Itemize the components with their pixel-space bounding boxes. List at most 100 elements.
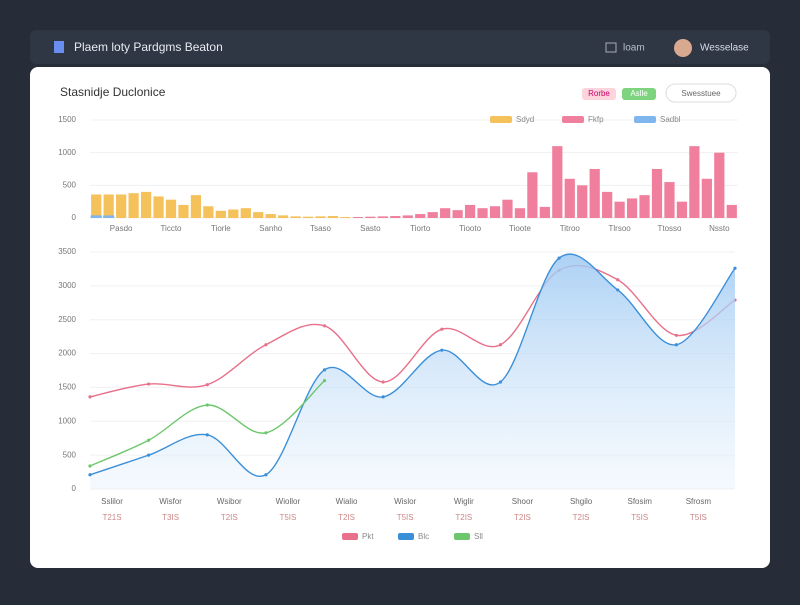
bar <box>365 216 376 218</box>
point <box>440 327 444 331</box>
point <box>440 348 444 352</box>
bar <box>552 146 563 218</box>
button-label: Swesstuee <box>681 89 721 98</box>
bar <box>165 199 177 218</box>
x-sub-label: T3IS <box>162 513 179 522</box>
legend-label: Pkt <box>362 532 374 541</box>
logo <box>54 41 64 53</box>
bar <box>427 212 438 218</box>
y-tick-label: 3500 <box>58 247 76 256</box>
y-tick-label: 1000 <box>58 148 76 157</box>
button[interactable] <box>665 83 737 103</box>
legend-swatch <box>342 533 358 540</box>
x-tick-label: Tiooto <box>459 224 481 233</box>
filter-pill[interactable] <box>582 88 616 100</box>
bar <box>302 216 314 218</box>
point <box>264 473 268 477</box>
point <box>498 343 503 347</box>
bar <box>539 206 550 218</box>
bar <box>103 215 115 218</box>
bar <box>90 215 102 218</box>
x-tick-label: Ticcto <box>160 224 182 233</box>
x-sub-label: T5IS <box>279 513 296 522</box>
bar <box>265 214 276 218</box>
x-tick-label: Wiollor <box>276 497 301 506</box>
point <box>147 438 151 442</box>
bar <box>651 169 663 218</box>
legend-label: Sll <box>474 532 483 541</box>
nav-item[interactable]: loam <box>623 43 645 54</box>
card-title: Stasnidje Duclonice <box>60 85 166 99</box>
legend-label: Sadbl <box>660 115 681 124</box>
bar <box>676 201 688 218</box>
x-tick-label: Sasto <box>360 224 381 233</box>
bar <box>215 210 226 218</box>
y-tick-label: 0 <box>72 484 77 493</box>
x-sub-label: T2IS <box>221 513 238 522</box>
x-sub-label: T2IS <box>573 513 590 522</box>
bar <box>228 209 239 218</box>
x-sub-label: T2IS <box>338 513 355 522</box>
y-tick-label: 500 <box>63 180 77 189</box>
header-bar <box>30 30 770 64</box>
point <box>88 395 92 399</box>
bar <box>190 195 202 218</box>
bar <box>577 185 588 218</box>
x-tick-label: Wsibor <box>217 497 242 506</box>
bar <box>278 215 289 218</box>
x-tick-label: Sfosim <box>628 497 653 506</box>
user-name[interactable]: Wesselase <box>700 43 749 54</box>
point <box>264 343 268 347</box>
x-tick-label: Sanho <box>259 224 283 233</box>
bar <box>116 194 127 218</box>
bar <box>128 193 139 218</box>
bar <box>489 206 501 218</box>
x-tick-label: Sfrosm <box>686 497 712 506</box>
x-tick-label: Shgilo <box>570 497 593 506</box>
bar <box>701 178 712 218</box>
point <box>674 343 678 347</box>
x-sub-label: T5IS <box>690 513 707 522</box>
y-tick-label: 500 <box>63 450 77 459</box>
point <box>264 431 268 435</box>
bar <box>415 214 426 218</box>
bar <box>726 204 737 218</box>
bar <box>91 194 102 218</box>
bar <box>103 194 114 218</box>
bar <box>514 208 526 218</box>
card <box>30 67 770 568</box>
point <box>616 288 620 292</box>
legend-swatch <box>398 533 414 540</box>
legend-swatch <box>634 116 656 123</box>
bar <box>390 216 401 218</box>
x-sub-label: T21S <box>102 513 121 522</box>
point <box>205 433 209 437</box>
bar <box>253 212 264 218</box>
filter-pill[interactable] <box>622 88 656 100</box>
x-tick-label: Titroo <box>560 224 581 233</box>
bar <box>327 216 339 218</box>
x-sub-label: T2IS <box>514 513 531 522</box>
bar <box>153 196 164 218</box>
point <box>147 453 151 457</box>
point <box>88 473 92 477</box>
bar <box>352 217 364 218</box>
avatar[interactable] <box>674 39 692 57</box>
bar <box>440 208 451 218</box>
bar <box>377 216 388 218</box>
filter-label: Aslle <box>630 89 648 98</box>
nav-icon <box>605 42 617 53</box>
legend-swatch <box>562 116 584 123</box>
bar <box>340 217 351 218</box>
y-tick-label: 2000 <box>58 349 76 358</box>
bar <box>464 204 476 218</box>
x-tick-label: Pasdo <box>110 224 133 233</box>
bar <box>240 208 251 218</box>
x-tick-label: Tiorto <box>410 224 431 233</box>
x-tick-label: Tlrsoo <box>608 224 631 233</box>
x-tick-label: Shoor <box>512 497 534 506</box>
y-tick-label: 1000 <box>58 416 76 425</box>
x-tick-label: Tioote <box>509 224 531 233</box>
